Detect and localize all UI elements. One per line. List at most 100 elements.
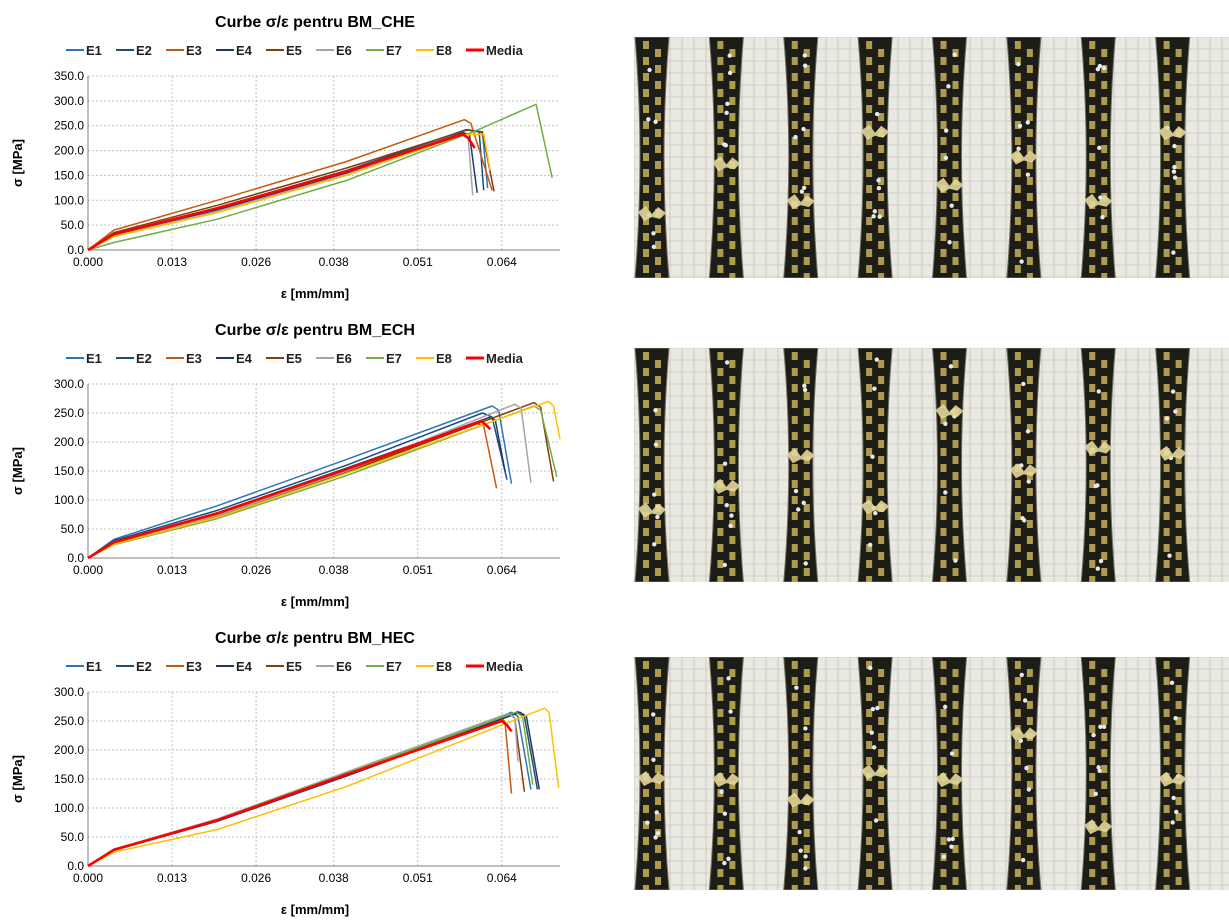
chart-svg: Curbe σ/ε pentru BM_CHE E1 E2 E3 E4 E5 E6 E7 E8 M…	[10, 14, 560, 301]
legend-label: E6	[336, 43, 352, 58]
legend-entry-media: Media	[466, 351, 524, 366]
legend-label: E4	[236, 659, 253, 674]
legend-label: E7	[386, 43, 402, 58]
specimen-strip	[857, 657, 893, 890]
x-tick-label: 0.038	[319, 563, 349, 577]
x-axis-label: ε [mm/mm]	[281, 902, 349, 917]
x-tick-label: 0.051	[403, 871, 433, 885]
specimens-svg	[634, 37, 1229, 278]
legend-entry-e2: E2	[116, 659, 152, 674]
legend-entry-e3: E3	[166, 351, 202, 366]
specimen-strip	[1080, 657, 1116, 890]
specimen-strip	[1155, 37, 1191, 278]
specimen-strip	[1006, 657, 1042, 890]
x-tick-label: 0.013	[157, 563, 187, 577]
legend-entry-e4: E4	[216, 659, 253, 674]
specimen-strip	[931, 657, 968, 890]
legend-label: E2	[136, 659, 152, 674]
legend-entry-e1: E1	[66, 351, 102, 366]
legend-entry-e3: E3	[166, 659, 202, 674]
specimen-strip	[783, 37, 819, 278]
specimens-photo-ech	[634, 348, 1229, 582]
legend-entry-e5: E5	[266, 659, 302, 674]
specimen-strip	[1155, 657, 1191, 890]
legend-entry-e4: E4	[216, 351, 253, 366]
y-axis-label: σ [MPa]	[10, 447, 25, 495]
series-line-e5	[87, 128, 495, 251]
legend-label: E4	[236, 43, 253, 58]
y-tick-label: 100.0	[54, 801, 84, 815]
y-tick-label: 200.0	[54, 743, 84, 757]
legend-entry-e1: E1	[66, 43, 102, 58]
legend-label: Media	[486, 659, 524, 674]
series-line-e8	[87, 133, 491, 251]
x-tick-label: 0.026	[241, 255, 271, 269]
y-tick-label: 150.0	[54, 464, 84, 478]
legend-entry-e2: E2	[116, 43, 152, 58]
y-tick-label: 350.0	[54, 69, 84, 83]
specimen-strip	[708, 657, 744, 890]
chart-title: Curbe σ/ε pentru BM_HEC	[215, 630, 415, 647]
series-line-e8	[87, 400, 561, 559]
legend-entry-e5: E5	[266, 351, 302, 366]
y-tick-label: 300.0	[54, 94, 84, 108]
legend-entry-e6: E6	[316, 351, 352, 366]
y-tick-label: 50.0	[61, 830, 85, 844]
specimen-strip	[1080, 348, 1116, 582]
series-line-media	[87, 719, 513, 868]
chart-bm-ech: Curbe σ/ε pentru BM_ECH E1 E2 E3 E4 E5 E6 E7 E8 M…	[0, 308, 610, 613]
y-tick-label: 50.0	[61, 218, 85, 232]
legend-label: E8	[436, 351, 452, 366]
legend-label: E5	[286, 43, 302, 58]
legend-entry-e3: E3	[166, 43, 202, 58]
series-line-media	[87, 132, 476, 252]
legend-entry-e7: E7	[366, 659, 402, 674]
legend-entry-e8: E8	[416, 351, 452, 366]
legend-entry-e6: E6	[316, 659, 352, 674]
legend-label: Media	[486, 351, 524, 366]
specimen-strip	[634, 657, 670, 890]
y-tick-label: 0.0	[67, 859, 84, 873]
y-tick-label: 100.0	[54, 493, 84, 507]
legend-label: E2	[136, 43, 152, 58]
legend-label: E7	[386, 659, 402, 674]
specimens-svg	[634, 657, 1229, 890]
x-axis-label: ε [mm/mm]	[281, 286, 349, 301]
legend-label: E4	[236, 351, 253, 366]
x-tick-label: 0.026	[241, 871, 271, 885]
legend-label: E8	[436, 43, 452, 58]
legend-label: E5	[286, 351, 302, 366]
legend-label: E2	[136, 351, 152, 366]
specimen-strip	[708, 348, 744, 582]
chart-bm-che: Curbe σ/ε pentru BM_CHE E1 E2 E3 E4 E5 E6 E7 E8 M…	[0, 0, 610, 305]
legend-entry-e8: E8	[416, 659, 452, 674]
chart-title: Curbe σ/ε pentru BM_CHE	[215, 14, 415, 31]
y-tick-label: 150.0	[54, 168, 84, 182]
specimen-strip	[634, 348, 670, 582]
y-tick-label: 250.0	[54, 406, 84, 420]
y-tick-label: 100.0	[54, 193, 84, 207]
x-tick-label: 0.000	[73, 871, 103, 885]
legend-entry-e8: E8	[416, 43, 452, 58]
x-tick-label: 0.064	[487, 255, 517, 269]
series-line-e8	[87, 707, 560, 867]
y-tick-label: 250.0	[54, 119, 84, 133]
specimen-strip	[857, 348, 893, 582]
x-tick-label: 0.038	[319, 871, 349, 885]
legend-entry-e2: E2	[116, 351, 152, 366]
specimen-strip	[708, 37, 744, 278]
legend-label: E8	[436, 659, 452, 674]
specimens-photo-hec	[634, 657, 1229, 890]
specimen-strip	[783, 348, 819, 582]
x-tick-label: 0.013	[157, 255, 187, 269]
legend-entry-e7: E7	[366, 351, 402, 366]
series-line-e3	[87, 118, 493, 251]
legend-label: E7	[386, 351, 402, 366]
y-tick-label: 150.0	[54, 772, 84, 786]
x-tick-label: 0.000	[73, 563, 103, 577]
legend-label: E6	[336, 351, 352, 366]
y-axis-label: σ [MPa]	[10, 139, 25, 187]
series-line-e2	[87, 412, 508, 559]
legend-label: E6	[336, 659, 352, 674]
legend-label: E1	[86, 659, 102, 674]
